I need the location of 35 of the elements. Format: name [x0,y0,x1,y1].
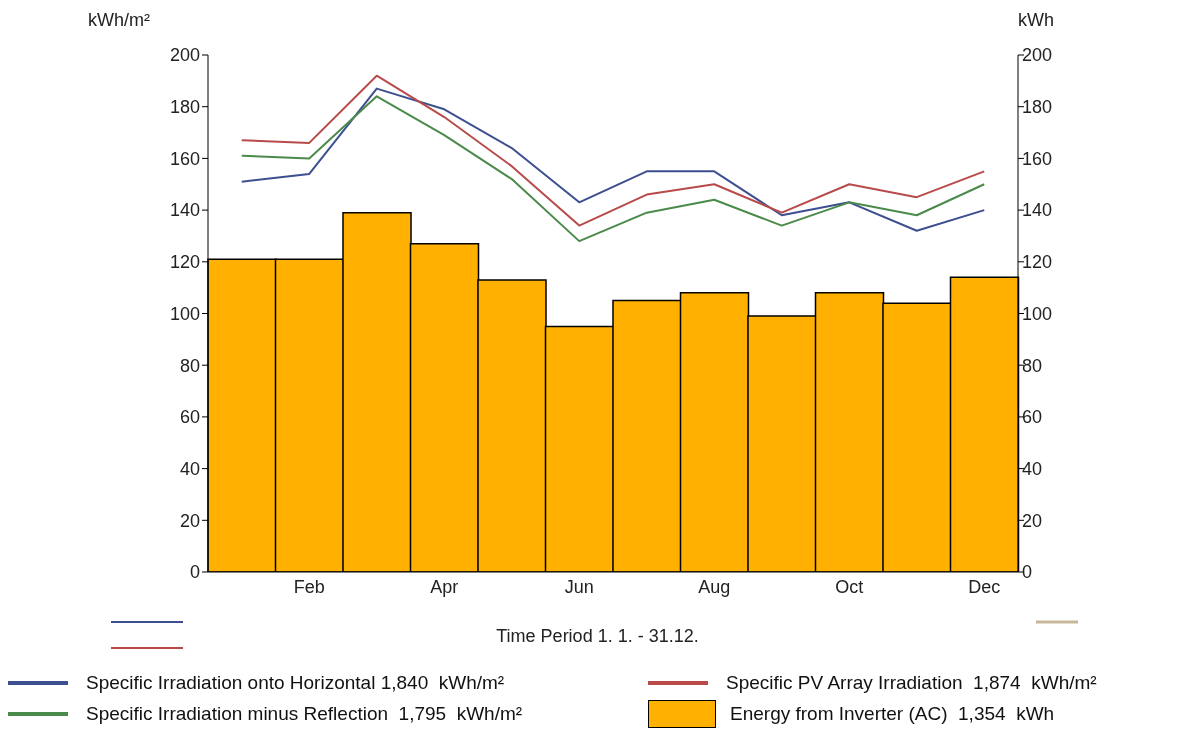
y-tick-label: 100 [169,303,200,324]
y-tick-label: 180 [169,97,200,118]
x-tick-label: Jun [564,576,594,597]
legend-label: Energy from Inverter (AC) 1,354 kWh [730,703,1055,725]
legend-label: Specific PV Array Irradiation 1,874 kWh/m² [726,672,1097,694]
legend-label: Specific Irradiation minus Reflection 1,795 kWh/m² [86,703,523,725]
y2-tick-label: 20 [1022,510,1043,531]
x-axis-title: Time Period 1. 1. - 31.12. [496,626,699,646]
y2-tick-label: 100 [1022,303,1053,324]
y2-tick-label: 160 [1022,148,1053,169]
y-tick-label: 140 [169,200,200,221]
x-tick-label: Feb [293,576,325,597]
y-tick-label: 200 [169,45,200,66]
x-tick-label: Apr [430,576,459,597]
y-tick-label: 40 [179,458,200,479]
y-tick-label: 60 [179,407,200,428]
y-tick-label: 20 [179,510,200,531]
y2-tick-label: 200 [1022,45,1053,66]
y2-axis-title: kWh [1018,10,1054,30]
y-axis-title: kWh/m² [88,10,150,30]
y-tick-label: 0 [189,562,200,583]
x-tick-label: Dec [968,576,1001,597]
y2-tick-label: 80 [1022,355,1043,376]
y2-tick-label: 0 [1022,562,1033,583]
y-tick-label: 120 [169,252,200,273]
y2-tick-label: 40 [1022,458,1043,479]
y2-tick-label: 180 [1022,97,1053,118]
y2-tick-label: 120 [1022,252,1053,273]
y-tick-label: 160 [169,148,200,169]
legend-label: Specific Irradiation onto Horizontal 1,840 kWh/m² [86,672,505,694]
x-tick-label: Oct [835,576,864,597]
y2-tick-label: 140 [1022,200,1053,221]
x-tick-label: Aug [698,576,731,597]
y-tick-label: 80 [179,355,200,376]
y2-tick-label: 60 [1022,407,1043,428]
